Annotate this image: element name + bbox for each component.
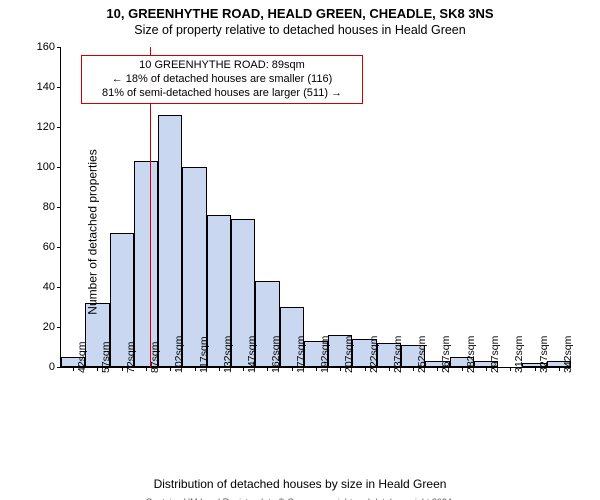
x-tick-label: 102sqm: [173, 336, 185, 373]
x-tick: [122, 367, 123, 371]
y-axis-label: Number of detached properties: [86, 149, 100, 314]
annotation-line-1: 10 GREENHYTHE ROAD: 89sqm: [88, 59, 356, 73]
y-tick-label: 60: [43, 241, 61, 253]
x-tick-label: 162sqm: [270, 336, 282, 373]
y-tick-label: 160: [37, 41, 61, 53]
y-tick-label: 20: [43, 321, 61, 333]
x-tick-label: 282sqm: [465, 336, 477, 373]
x-tick-label: 252sqm: [416, 336, 428, 373]
y-tick-label: 140: [37, 81, 61, 93]
x-tick: [195, 367, 196, 371]
x-tick: [413, 367, 414, 371]
chart-container: 10 GREENHYTHE ROAD: 89sqm ← 18% of detac…: [60, 47, 580, 417]
x-tick-label: 237sqm: [392, 336, 404, 373]
x-tick: [365, 367, 366, 371]
x-tick-label: 72sqm: [125, 341, 137, 373]
x-tick: [170, 367, 171, 371]
x-tick-label: 42sqm: [76, 341, 88, 373]
x-tick: [267, 367, 268, 371]
x-tick-label: 117sqm: [198, 336, 210, 373]
histogram-bar: [158, 115, 182, 367]
annotation-line-2: ← 18% of detached houses are smaller (11…: [88, 73, 356, 87]
x-tick: [73, 367, 74, 371]
y-tick-label: 100: [37, 161, 61, 173]
x-tick-label: 177sqm: [295, 336, 307, 373]
x-tick-label: 312sqm: [513, 336, 525, 373]
plot-area: 10 GREENHYTHE ROAD: 89sqm ← 18% of detac…: [60, 47, 571, 368]
x-tick: [243, 367, 244, 371]
x-tick: [389, 367, 390, 371]
footer: Contains HM Land Registry data © Crown c…: [0, 491, 600, 500]
chart-title-line-2: Size of property relative to detached ho…: [0, 21, 600, 37]
y-tick-label: 0: [49, 361, 61, 373]
x-tick-label: 192sqm: [319, 336, 331, 373]
x-tick-label: 57sqm: [100, 341, 112, 373]
x-tick: [535, 367, 536, 371]
x-axis-label: Distribution of detached houses by size …: [0, 477, 600, 491]
x-tick: [510, 367, 511, 371]
histogram-bar: [134, 161, 158, 367]
x-tick: [437, 367, 438, 371]
annotation-line-3: 81% of semi-detached houses are larger (…: [88, 87, 356, 101]
x-tick-label: 327sqm: [538, 336, 550, 373]
x-tick: [316, 367, 317, 371]
x-tick-label: 147sqm: [246, 336, 258, 373]
x-tick: [146, 367, 147, 371]
x-tick: [97, 367, 98, 371]
y-tick-label: 80: [43, 201, 61, 213]
chart-title-line-1: 10, GREENHYTHE ROAD, HEALD GREEN, CHEADL…: [0, 0, 600, 21]
y-tick-label: 120: [37, 121, 61, 133]
x-tick-label: 342sqm: [562, 336, 574, 373]
x-tick: [559, 367, 560, 371]
x-tick: [219, 367, 220, 371]
x-tick: [340, 367, 341, 371]
annotation-box: 10 GREENHYTHE ROAD: 89sqm ← 18% of detac…: [81, 55, 363, 104]
x-tick-label: 87sqm: [149, 341, 161, 373]
x-tick-label: 297sqm: [489, 336, 501, 373]
x-tick-label: 267sqm: [440, 336, 452, 373]
x-tick-label: 222sqm: [368, 336, 380, 373]
x-tick: [486, 367, 487, 371]
x-tick-label: 207sqm: [343, 336, 355, 373]
x-tick: [292, 367, 293, 371]
y-tick-label: 40: [43, 281, 61, 293]
x-tick: [462, 367, 463, 371]
x-tick-label: 132sqm: [222, 336, 234, 373]
